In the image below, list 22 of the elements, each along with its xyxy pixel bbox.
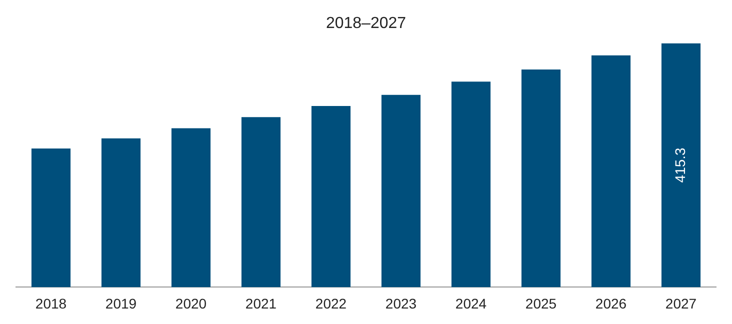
bar: [311, 106, 351, 288]
chart-title: 2018–2027: [326, 15, 406, 32]
x-tick-label: 2027: [665, 295, 697, 312]
bar: [451, 82, 491, 288]
bar: [661, 43, 701, 288]
x-tick-label: 2024: [455, 295, 487, 312]
x-tick-label: 2021: [245, 295, 277, 312]
x-tick-label: 2022: [315, 295, 347, 312]
bar: [381, 94, 421, 288]
bar: [521, 70, 561, 288]
x-tick-label: 2018: [35, 295, 67, 312]
data-label: 415.3: [672, 147, 688, 183]
bar: [591, 55, 631, 288]
bar: [101, 138, 141, 288]
x-tick-label: 2023: [385, 295, 417, 312]
x-tick-label: 2020: [175, 295, 207, 312]
x-tick-label: 2019: [105, 295, 137, 312]
x-tick-label: 2025: [525, 295, 557, 312]
bar: [31, 148, 71, 288]
bar: [171, 128, 211, 288]
bar: [241, 117, 281, 288]
x-tick-label: 2026: [595, 295, 627, 312]
